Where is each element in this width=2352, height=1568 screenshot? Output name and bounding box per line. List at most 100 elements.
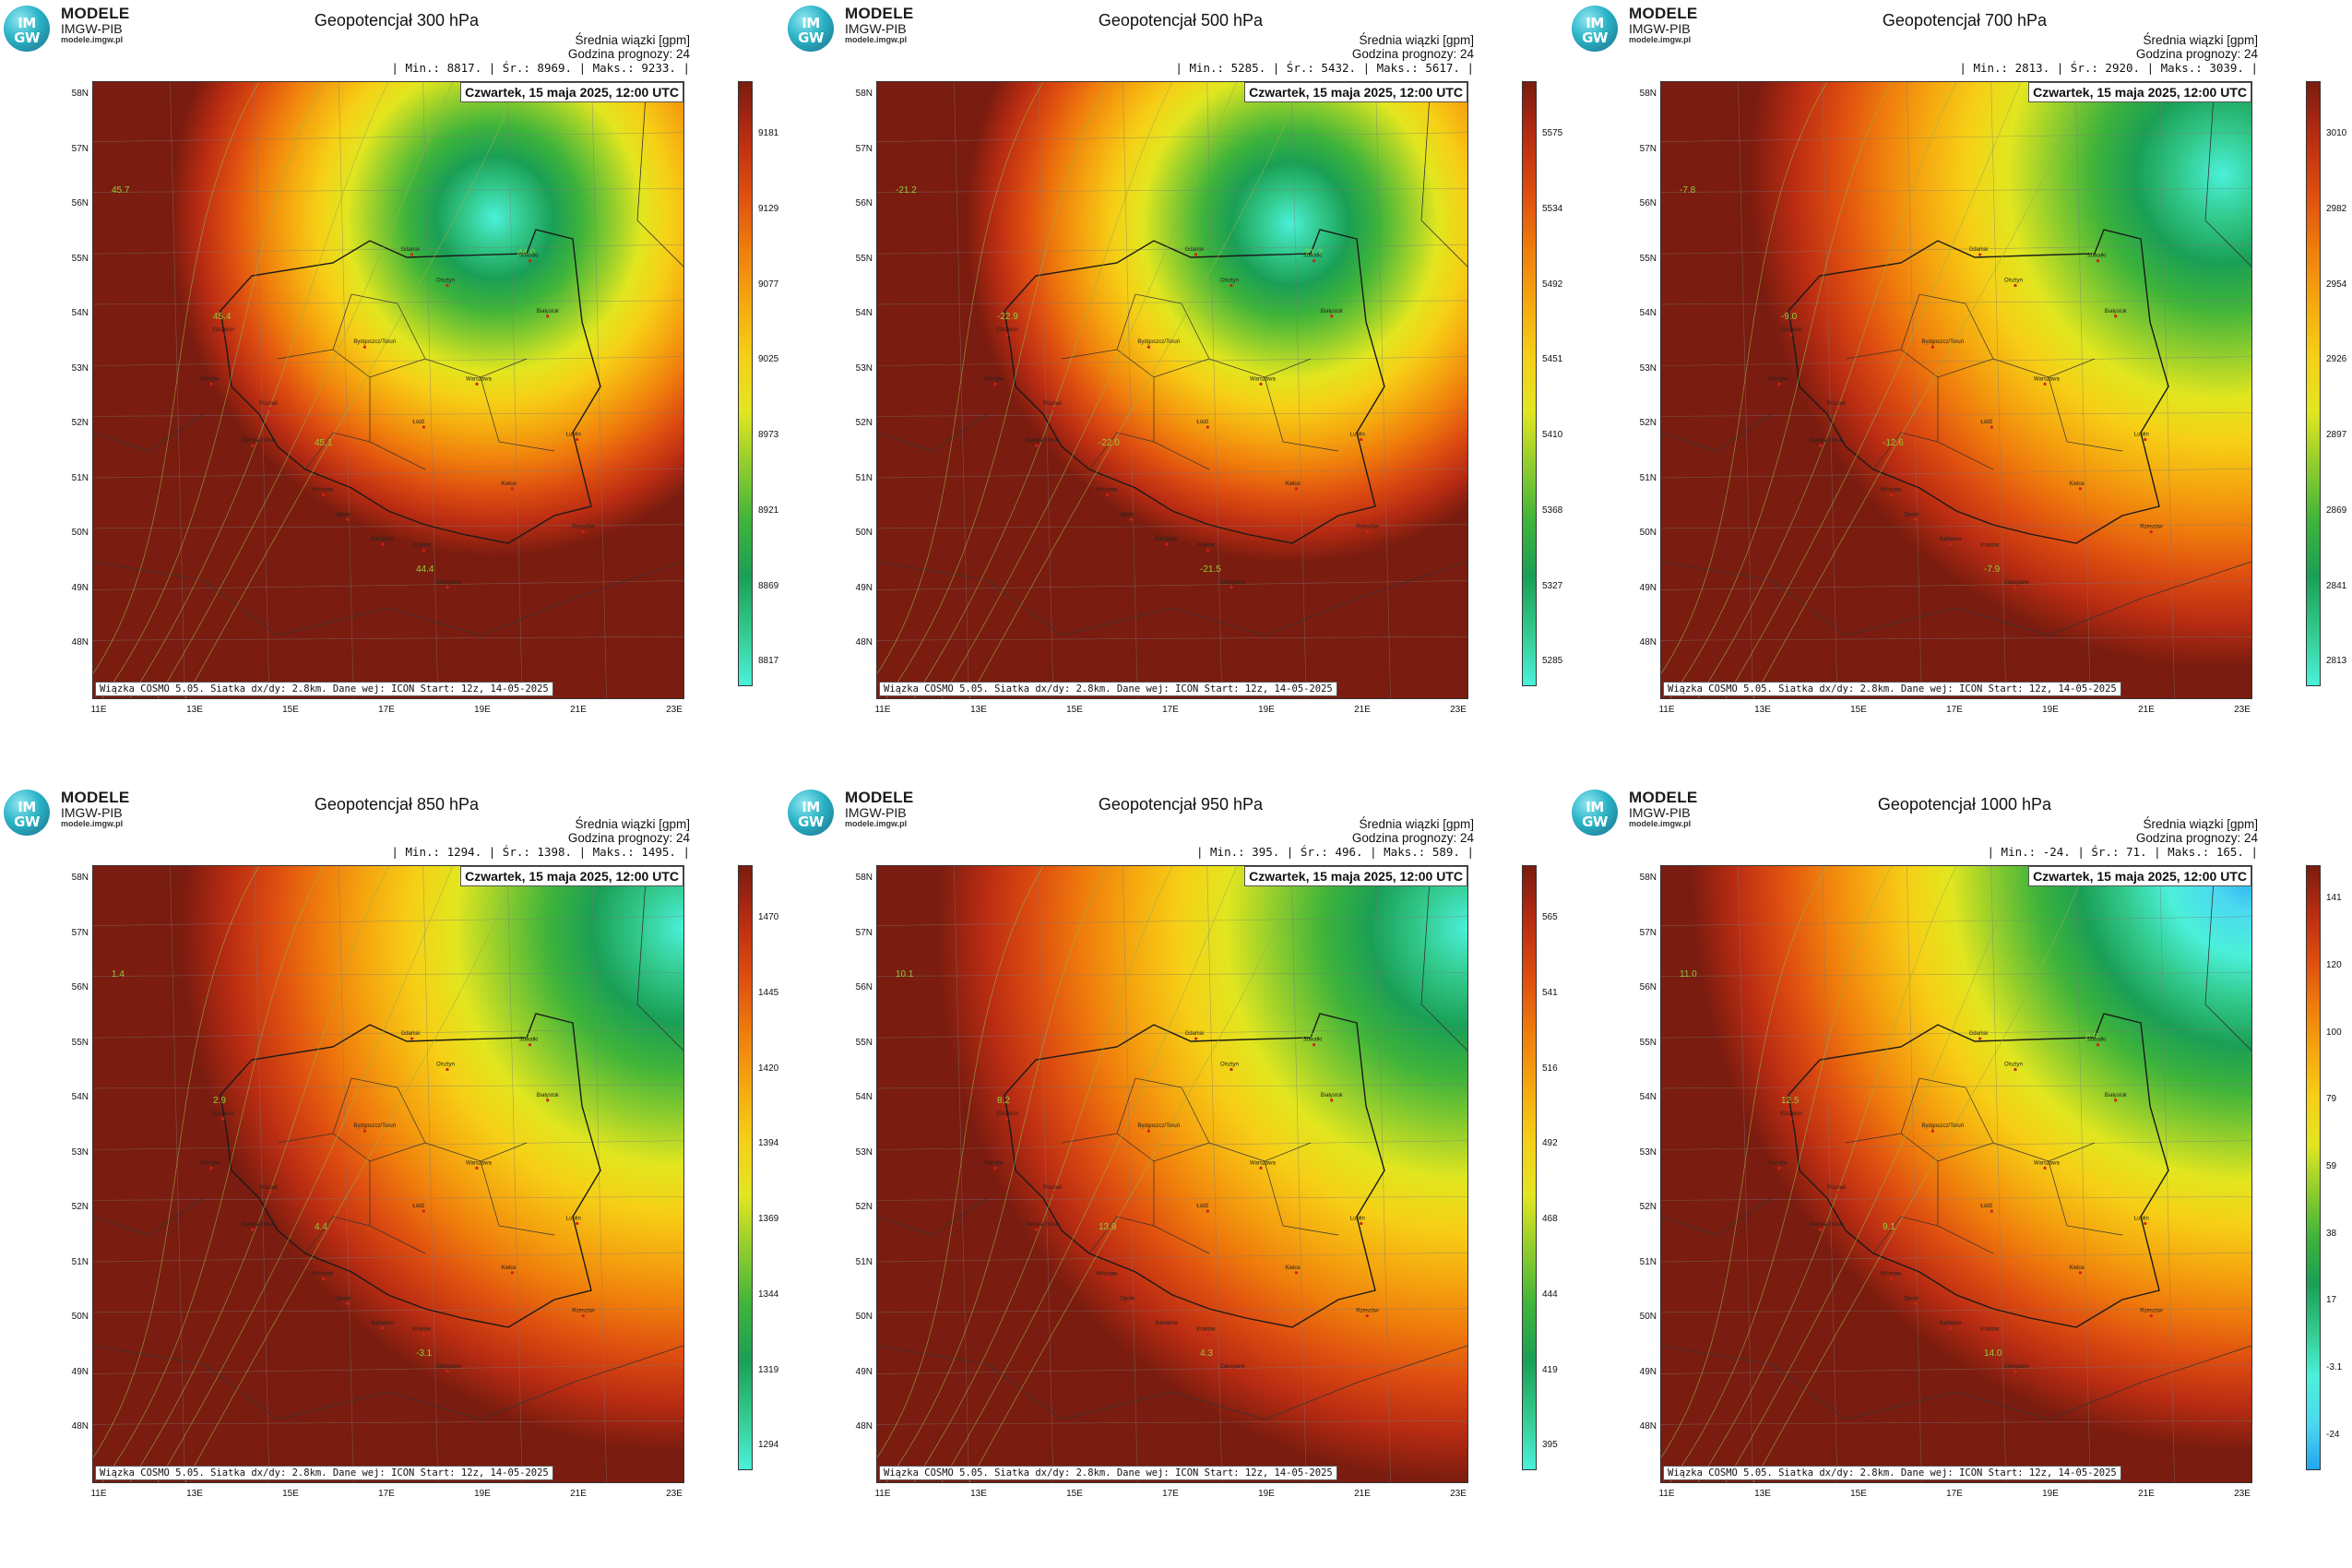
colorbar-tick: 3010 [2326, 128, 2347, 139]
parallel-line [93, 468, 683, 479]
colorbar-tick: 1294 [758, 1440, 779, 1451]
city-label: Gdańsk [401, 1031, 422, 1037]
colorbar-tick: 9077 [758, 279, 779, 290]
city-label: Szczecin [996, 327, 1018, 333]
colorbar-tick: 5575 [1542, 128, 1563, 139]
country-borders [877, 866, 1467, 1420]
logo-url: modele.imgw.pl [845, 818, 908, 828]
imgw-logo-icon: IM GW [788, 6, 834, 52]
ensemble-label: Średnia wiązki [gpm] [1359, 817, 1474, 831]
panel-title: Geopotencjał 1000 hPa [1877, 795, 2052, 814]
parallel-line [1661, 972, 2251, 977]
lat-label: 54N [1639, 1092, 1657, 1102]
logo-text: MODELE IMGW-PIB modele.imgw.pl [61, 790, 130, 828]
lat-label: 50N [1639, 1312, 1657, 1322]
city-dot [1819, 1228, 1823, 1231]
contour-label: 2.9 [1301, 1032, 1314, 1042]
lon-label: 19E [1258, 1489, 1275, 1499]
parallel-line [93, 300, 683, 305]
city-label: Białystok [2105, 309, 2128, 315]
parallel-line [877, 972, 1467, 977]
city-label: Olsztyn [1220, 1062, 1239, 1067]
colorbar [738, 81, 753, 686]
panel-info: Średnia wiązki [gpm] Godzina prognozy: 24… [1988, 817, 2259, 859]
field-fill [877, 866, 1467, 1482]
city-dot [221, 333, 225, 337]
parallel-line [1661, 916, 2251, 927]
city-label: Gdańsk [1185, 1031, 1206, 1037]
city-label: Warszawa [466, 376, 492, 382]
city-dot [1789, 1117, 1793, 1121]
imgw-logo-icon: IM GW [1572, 6, 1618, 52]
city-dot [1789, 333, 1793, 337]
colorbar-tick: 59 [2326, 1161, 2337, 1171]
parallel-line [877, 188, 1467, 193]
logo-text: MODELE IMGW-PIB modele.imgw.pl [845, 790, 914, 828]
city-label: Katowice [372, 537, 395, 542]
lat-label: 48N [1639, 1421, 1657, 1431]
colorbar-tick: 79 [2326, 1094, 2337, 1105]
city-label: Zakopane [2004, 1364, 2029, 1370]
forecast-hour: Godzina prognozy: 24 [2135, 831, 2258, 845]
parallel-line [93, 1084, 683, 1089]
city-label: Łódź [412, 1204, 424, 1209]
lon-label: 13E [970, 1489, 987, 1499]
lat-label: 48N [855, 1421, 873, 1431]
lat-label: 48N [855, 637, 873, 647]
contour-label: -12.6 [1883, 438, 1904, 448]
logo-badge-top: IM [802, 15, 820, 31]
city-label: Poznań [1827, 1185, 1846, 1191]
lat-label: 57N [71, 143, 89, 154]
colorbar-tick: 5368 [1542, 505, 1563, 516]
city-label: Olsztyn [436, 1062, 455, 1067]
city-dot [209, 1166, 213, 1170]
forecast-hour: Godzina prognozy: 24 [2135, 47, 2258, 61]
imgw-logo: IM GW MODELE IMGW-PIB modele.imgw.pl [4, 788, 151, 839]
colorbar-tick: 1319 [758, 1364, 779, 1375]
lat-label: 50N [855, 1312, 873, 1322]
colorbar [738, 865, 753, 1470]
colorbar-tick: 8869 [758, 580, 779, 591]
logo-badge-top: IM [1586, 799, 1604, 815]
logo-badge-top: IM [18, 799, 36, 815]
lat-label: 54N [71, 308, 89, 318]
logo-badge-bottom: GW [1582, 814, 1608, 830]
city-label: Katowice [1940, 1321, 1963, 1326]
city-label: Opole [1904, 1296, 1919, 1301]
city-dot [1229, 1067, 1233, 1072]
parallel-line [1661, 1140, 2251, 1150]
panel-title: Geopotencjał 850 hPa [314, 795, 480, 814]
city-label: Zielona Góra [242, 1222, 274, 1228]
contour-line [1752, 866, 2086, 1482]
city-dot [1913, 517, 1917, 521]
contour-line [1669, 866, 1893, 1482]
city-label: Kraków [1196, 543, 1216, 549]
city-dot [2144, 1221, 2147, 1226]
city-label: Warszawa [2034, 1160, 2060, 1166]
logo-badge-top: IM [1586, 15, 1604, 31]
parallel-line [1661, 300, 2251, 305]
city-label: Szczecin [212, 327, 234, 333]
city-dot [1990, 425, 1993, 429]
lat-label: 49N [1639, 582, 1657, 593]
lon-label: 17E [378, 705, 395, 715]
city-dot [993, 1166, 997, 1170]
contour-label: 8.2 [997, 1096, 1010, 1106]
lat-label: 52N [71, 418, 89, 428]
geopotential-map: 45.7 45.4 45.1 44.4 44.0 Gdańsk Olsztyn Suwałki… [92, 81, 684, 699]
city-label: Katowice [1156, 1321, 1179, 1326]
city-dot [1294, 1271, 1298, 1275]
city-label: Katowice [1940, 537, 1963, 542]
city-label: Lublin [566, 1216, 581, 1221]
contour-line [129, 866, 389, 1482]
lon-label: 15E [1066, 705, 1083, 715]
contour-line [1725, 866, 2022, 1482]
city-label: Zakopane [2004, 580, 2029, 586]
city-dot [445, 586, 449, 589]
contour-line [93, 82, 260, 674]
lon-label: 21E [2138, 1489, 2155, 1499]
lon-label: 19E [474, 705, 491, 715]
colorbar-tick: 1445 [758, 987, 779, 998]
lat-label: 58N [71, 873, 89, 883]
city-dot [2013, 586, 2017, 589]
